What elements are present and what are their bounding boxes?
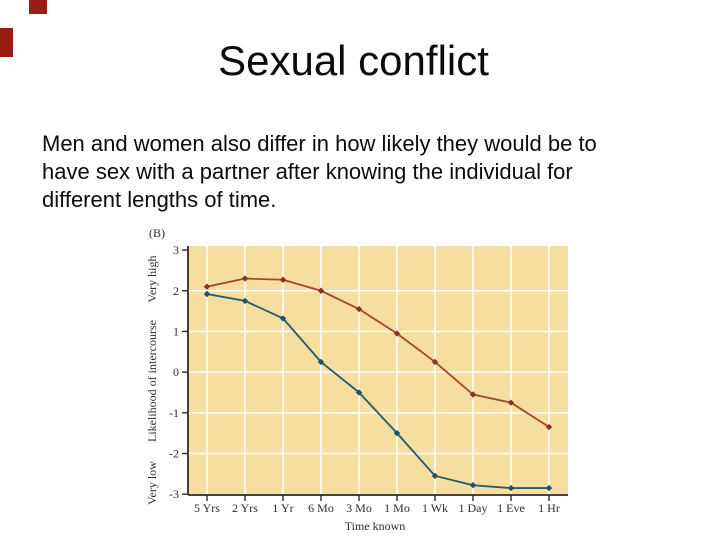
red-line (206, 277, 550, 428)
teal-line-marker (241, 297, 249, 305)
grid-lines (188, 246, 568, 495)
svg-text:1: 1 (173, 324, 179, 338)
svg-text:2 Yrs: 2 Yrs (232, 501, 258, 515)
y-axis-label-very-high: Very high (145, 256, 159, 303)
series-red-line (203, 275, 553, 431)
red-line-marker (431, 358, 439, 366)
svg-text:1 Hr: 1 Hr (538, 501, 560, 515)
series-teal-line (203, 290, 553, 492)
body-text-line: Men and women also differ in how likely … (42, 131, 597, 156)
svg-text:3 Mo: 3 Mo (346, 501, 372, 515)
logo-fragment-left (0, 28, 13, 57)
svg-text:1 Yr: 1 Yr (272, 501, 293, 515)
teal-line-marker (507, 484, 515, 492)
red-line-marker (279, 276, 287, 283)
intercourse-likelihood-figure: 3 2 1 0 -1 -2 -3 5 Yrs 2 Yrs 1 Yr 6 Mo 3 Mo 1 Mo 1 Wk… (140, 222, 620, 538)
svg-text:1 Day: 1 Day (459, 501, 488, 515)
red-line-marker (469, 391, 477, 398)
teal-line-marker (431, 472, 439, 480)
body-text: Men and women also differ in how likely … (42, 130, 682, 214)
x-tick-labels: 5 Yrs 2 Yrs 1 Yr 6 Mo 3 Mo 1 Mo 1 Wk 1 Day 1 Eve… (194, 501, 560, 515)
panel-label: (B) (149, 226, 165, 240)
slide-title: Sexual conflict (218, 37, 489, 84)
teal-line-marker (355, 389, 363, 396)
tick-marks (182, 249, 550, 501)
teal-line-marker (469, 482, 477, 489)
svg-text:1 Eve: 1 Eve (497, 501, 525, 515)
body-text-line: have sex with a partner after knowing th… (42, 159, 573, 184)
svg-text:3: 3 (173, 243, 179, 257)
red-line-marker (317, 287, 325, 294)
svg-text:0: 0 (173, 365, 179, 379)
svg-text:6 Mo: 6 Mo (308, 501, 334, 515)
red-line-marker (545, 423, 553, 431)
logo-fragment-top (29, 0, 47, 14)
teal-line-marker (393, 429, 401, 437)
svg-text:1 Wk: 1 Wk (422, 501, 448, 515)
body-text-line: different lengths of time. (42, 187, 277, 212)
teal-line (206, 293, 549, 489)
red-line-marker (393, 330, 401, 337)
line-chart: 3 2 1 0 -1 -2 -3 5 Yrs 2 Yrs 1 Yr 6 Mo 3 Mo 1 Mo 1 Wk… (145, 226, 568, 533)
y-axis-title: Likelihood of intercourse (145, 320, 159, 442)
red-line-marker (355, 305, 363, 313)
x-axis-title: Time known (345, 519, 406, 533)
svg-text:-2: -2 (169, 447, 179, 461)
red-line-marker (241, 275, 249, 282)
svg-text:1 Mo: 1 Mo (384, 501, 410, 515)
svg-text:-3: -3 (169, 487, 179, 501)
y-tick-labels: 3 2 1 0 -1 -2 -3 (169, 243, 179, 501)
teal-line-marker (545, 484, 553, 492)
teal-line-marker (279, 315, 287, 322)
svg-text:-1: -1 (169, 406, 179, 420)
teal-line-marker (203, 290, 211, 298)
svg-text:5 Yrs: 5 Yrs (194, 501, 220, 515)
y-axis-label-very-low: Very low (145, 461, 159, 505)
svg-text:2: 2 (173, 284, 179, 298)
teal-line-marker (317, 358, 325, 366)
red-line-marker (507, 399, 515, 406)
